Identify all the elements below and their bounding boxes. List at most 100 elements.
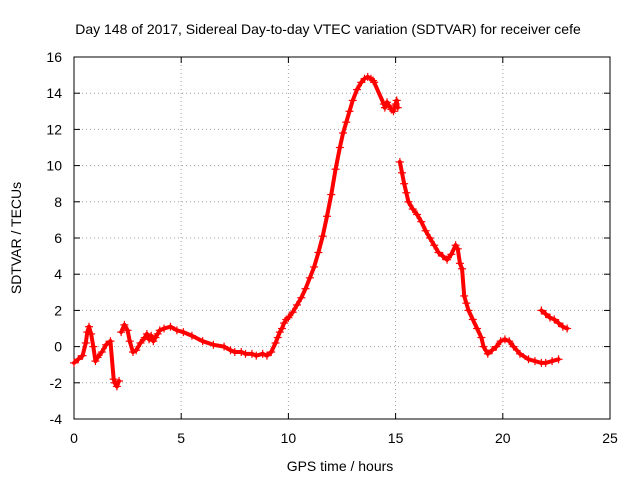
series-segment <box>372 80 386 107</box>
data-point-marker <box>117 328 126 337</box>
data-point-marker <box>545 313 554 322</box>
data-point-marker <box>417 217 426 226</box>
data-point-marker <box>353 85 362 94</box>
data-point-marker <box>421 226 430 235</box>
data-point-marker <box>438 252 447 261</box>
data-point-marker <box>541 358 550 367</box>
chart-title: Day 148 of 2017, Sidereal Day-to-day VTE… <box>75 21 581 37</box>
data-point-marker <box>369 76 378 85</box>
data-point-marker <box>447 250 456 259</box>
data-point-marker <box>468 315 477 324</box>
data-point-marker <box>252 351 261 360</box>
data-point-marker <box>402 188 411 197</box>
y-tick-label: 10 <box>46 158 62 174</box>
data-point-marker <box>400 179 409 188</box>
y-tick-label: 8 <box>54 194 62 210</box>
data-point-marker <box>198 337 207 346</box>
data-point-marker <box>541 310 550 319</box>
data-point-marker <box>558 322 567 331</box>
data-point-marker <box>220 342 229 351</box>
data-point-marker <box>292 300 301 309</box>
y-axis-label: SDTVAR / TECUs <box>8 182 24 294</box>
data-point-marker <box>237 348 246 357</box>
x-tick-label: 0 <box>70 430 78 446</box>
series-segment <box>329 167 338 197</box>
data-point-marker <box>398 168 407 177</box>
data-point-marker <box>477 333 486 342</box>
data-point-marker <box>408 205 417 214</box>
y-tick-label: 16 <box>46 49 62 65</box>
data-point-marker <box>125 337 134 346</box>
data-point-marker <box>554 355 563 364</box>
data-point-marker <box>473 324 482 333</box>
x-tick-label: 15 <box>388 430 404 446</box>
data-point-marker <box>464 306 473 315</box>
data-point-marker <box>136 338 145 347</box>
data-point-marker <box>458 264 467 273</box>
data-point-marker <box>284 313 293 322</box>
data-point-marker <box>89 342 98 351</box>
data-point-marker <box>443 255 452 264</box>
data-point-marker <box>172 326 181 335</box>
data-point-marker <box>537 306 546 315</box>
data-point-marker <box>380 103 389 112</box>
x-tick-label: 5 <box>177 430 185 446</box>
y-tick-label: 2 <box>54 302 62 318</box>
data-point-marker <box>102 340 111 349</box>
data-point-marker <box>305 273 314 282</box>
data-point-marker <box>106 337 115 346</box>
data-point-marker <box>425 234 434 242</box>
data-point-marker <box>563 324 572 333</box>
data-point-marker <box>277 324 286 333</box>
data-point-marker <box>314 248 323 257</box>
series-segment <box>324 192 334 219</box>
grid-lines <box>74 57 610 419</box>
data-point-marker <box>262 351 271 360</box>
data-point-marker <box>112 382 121 391</box>
data-point-marker <box>132 346 141 355</box>
data-point-marker <box>267 348 276 357</box>
data-point-marker <box>524 355 533 364</box>
data-point-marker <box>74 355 83 364</box>
series-segment <box>316 234 325 255</box>
data-point-marker <box>301 284 310 293</box>
data-point-marker <box>389 107 398 116</box>
data-point-marker <box>393 103 402 112</box>
x-axis-label: GPS time / hours <box>287 458 394 474</box>
data-point-marker <box>509 342 518 351</box>
data-point-marker <box>339 129 348 138</box>
data-point-marker <box>462 299 471 308</box>
data-point-marker <box>187 331 196 340</box>
data-point-marker <box>430 241 439 250</box>
series-segment <box>460 266 467 298</box>
data-point-marker <box>515 349 524 358</box>
data-point-marker <box>550 315 559 324</box>
x-tick-label: 10 <box>281 430 297 446</box>
data-point-marker <box>120 320 129 329</box>
data-point-marker <box>453 244 462 253</box>
data-point-marker <box>70 358 78 367</box>
data-point-marker <box>500 335 509 344</box>
data-point-marker <box>85 322 94 331</box>
data-point-marker <box>413 210 422 219</box>
data-point-marker <box>271 338 280 347</box>
axes: 0 5 10 15 20 25 -4 -2 0 2 4 6 8 10 12 14 16 <box>46 49 618 446</box>
data-point-marker <box>155 326 164 335</box>
y-tick-label: 6 <box>54 230 62 246</box>
data-point-marker <box>392 96 401 105</box>
data-point-marker <box>488 346 497 355</box>
data-point-marker <box>530 357 539 366</box>
series-segment <box>312 250 321 269</box>
data-point-marker <box>115 376 124 385</box>
data-point-marker <box>455 259 464 268</box>
x-tick-label: 20 <box>495 430 511 446</box>
data-point-marker <box>505 337 514 346</box>
data-point-marker <box>160 324 169 333</box>
series-segment <box>189 333 205 344</box>
y-tick-label: 14 <box>46 85 62 101</box>
y-tick-label: 4 <box>54 266 62 282</box>
data-point-marker <box>273 333 282 342</box>
data-point-marker <box>322 212 331 221</box>
y-tick-label: -4 <box>50 411 63 427</box>
data-point-marker <box>123 326 132 335</box>
